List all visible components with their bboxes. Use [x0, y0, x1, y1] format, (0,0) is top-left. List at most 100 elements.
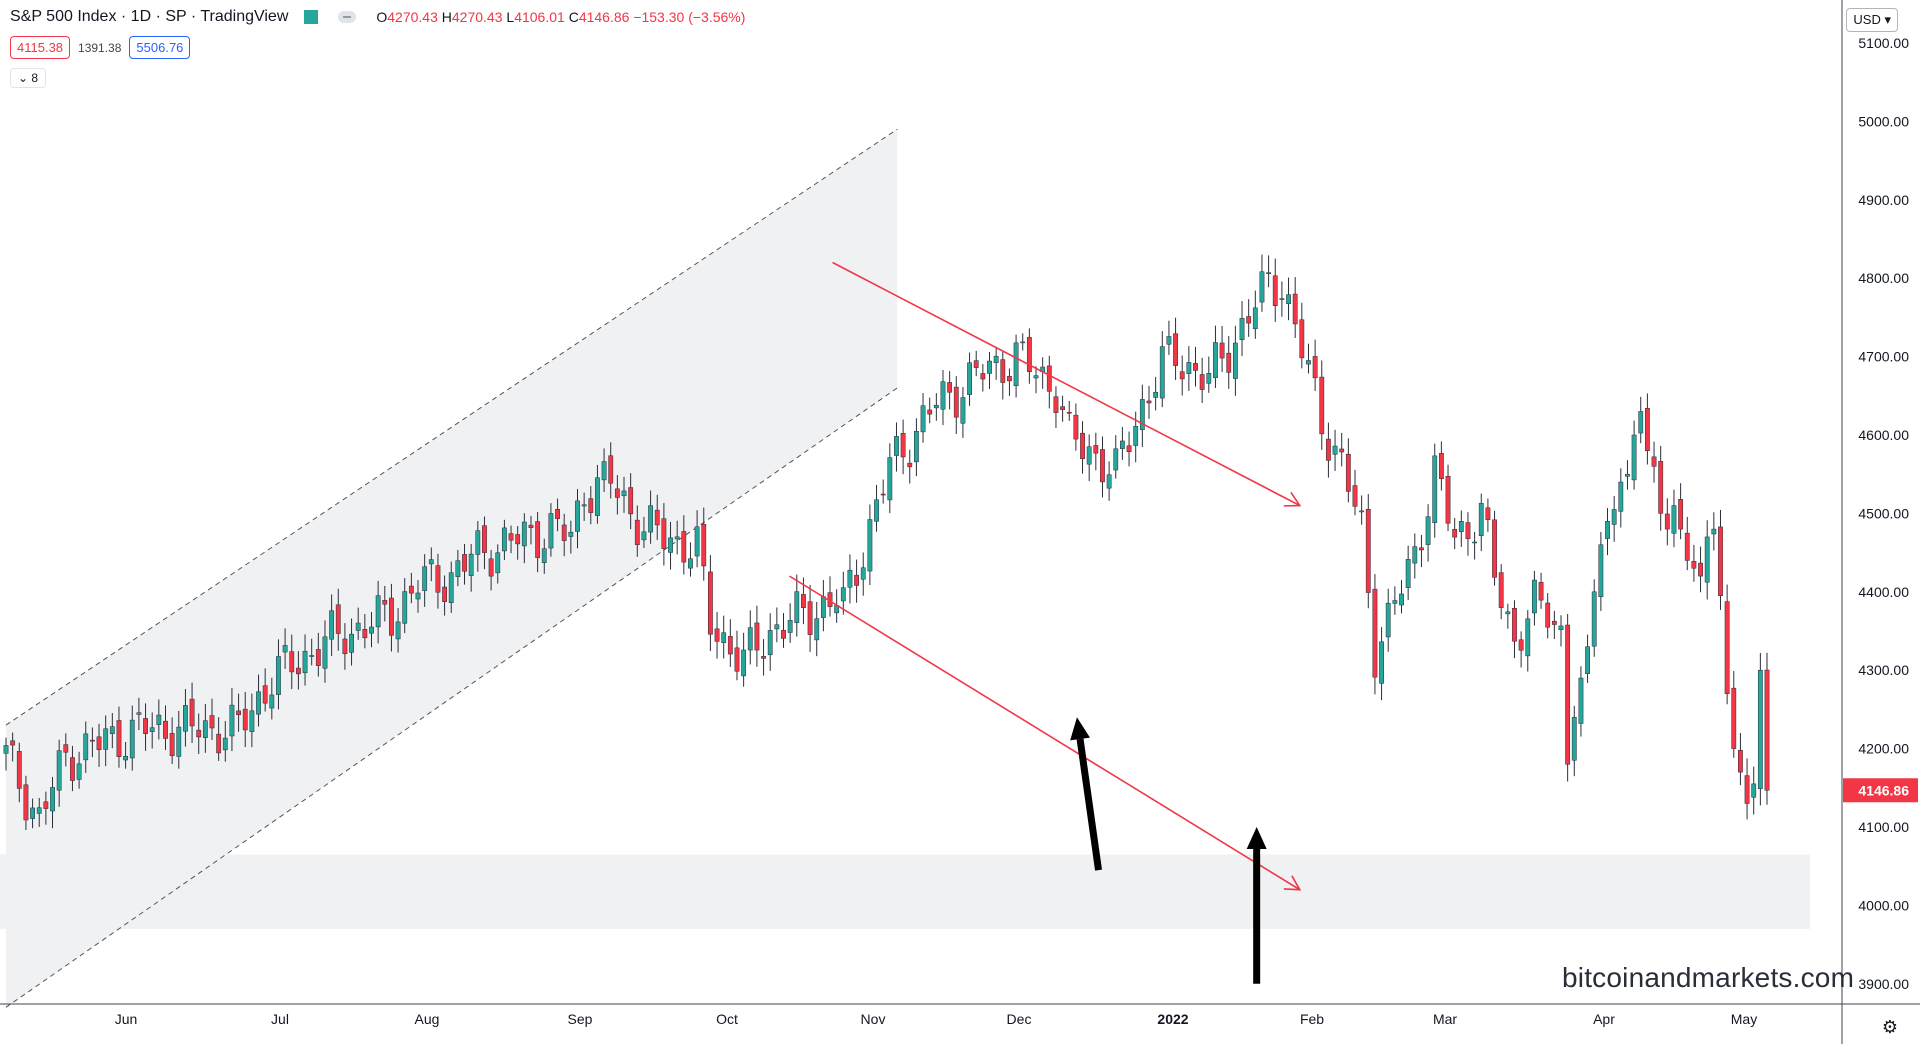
candle-body: [1139, 399, 1145, 431]
candle-body: [847, 569, 853, 588]
candle-body: [1419, 547, 1424, 551]
candle-body: [382, 600, 388, 605]
candle-body: [1678, 499, 1684, 530]
candle-body: [1757, 669, 1763, 789]
y-tick-label: 4400.00: [1858, 584, 1909, 600]
candle-body: [1585, 646, 1590, 674]
candle-body: [1239, 318, 1245, 341]
candle-body: [1252, 307, 1258, 330]
candle-body: [1345, 453, 1351, 492]
ask-price[interactable]: 5506.76: [129, 36, 191, 59]
candle-body: [1153, 391, 1159, 398]
candle-body: [654, 509, 660, 526]
candle-body: [315, 649, 321, 666]
candle-body: [694, 526, 700, 557]
candle-body: [1764, 669, 1770, 791]
candle-body: [648, 505, 653, 533]
y-tick-label: 3900.00: [1858, 976, 1909, 992]
candle-body: [1532, 579, 1537, 614]
y-tick-label: 4300.00: [1858, 662, 1909, 678]
gear-icon[interactable]: ⚙: [1881, 1017, 1898, 1037]
candle-body: [1658, 461, 1664, 514]
eye-icon[interactable]: [338, 11, 357, 23]
candle-body: [1319, 376, 1325, 435]
candle-body: [1698, 562, 1703, 577]
candle-body: [1259, 271, 1265, 303]
candle-body: [10, 740, 16, 746]
candle-body: [1724, 601, 1730, 694]
candle-body: [1458, 521, 1464, 532]
candle-body: [1053, 396, 1059, 413]
chevron-down-icon: ⌄: [18, 71, 29, 85]
candle-body: [1339, 448, 1345, 453]
candle-body: [448, 572, 454, 603]
candle-body: [1186, 362, 1192, 374]
candle-body: [807, 601, 813, 635]
candle-body: [1033, 375, 1039, 379]
candle-body: [1026, 337, 1032, 373]
candle-body: [1326, 438, 1331, 461]
candle-body: [276, 656, 281, 695]
candle-body: [1046, 365, 1052, 392]
candle-body: [335, 604, 341, 634]
currency-button[interactable]: USD ▾: [1846, 8, 1898, 32]
trendline-lower-head: [1283, 875, 1302, 891]
candle-body: [1060, 406, 1066, 410]
candle-body: [295, 667, 301, 675]
candle-body: [116, 720, 122, 757]
candle-body: [1578, 677, 1584, 724]
candle-body: [1512, 608, 1517, 642]
candle-body: [435, 565, 441, 593]
chevron-down-icon: ▾: [1884, 12, 1891, 27]
symbol-title[interactable]: S&P 500 Index · 1D · SP · TradingView: [10, 8, 289, 25]
candle-body: [588, 498, 594, 513]
bid-ask-row: 4115.38 1391.38 5506.76: [10, 36, 191, 59]
candle-body: [1651, 456, 1657, 467]
candle-body: [209, 715, 215, 729]
candle-body: [216, 733, 222, 754]
spread-value: 1391.38: [78, 40, 122, 55]
candle-body: [395, 621, 401, 640]
x-tick-label: Jun: [115, 1011, 138, 1027]
candle-body: [488, 558, 494, 577]
candle-body: [1100, 449, 1105, 483]
candle-body: [1219, 342, 1225, 359]
candle-body: [1571, 716, 1577, 761]
candle-body: [1399, 593, 1404, 606]
candle-body: [1625, 473, 1630, 477]
candle-body: [993, 355, 999, 363]
y-tick-label: 4200.00: [1858, 741, 1909, 757]
candle-body: [123, 755, 129, 761]
candle-body: [1751, 783, 1757, 798]
candle-body: [402, 591, 408, 624]
candle-body: [548, 513, 554, 549]
candle-body: [415, 592, 421, 600]
candle-body: [628, 487, 634, 515]
candle-body: [1638, 411, 1644, 434]
candle-body: [601, 461, 607, 481]
candle-body: [36, 807, 42, 814]
candle-body: [681, 531, 687, 563]
candle-body: [1618, 481, 1624, 512]
candle-body: [1591, 591, 1597, 647]
indicators-collapse-button[interactable]: ⌄ 8: [10, 68, 47, 88]
candle-body: [1704, 536, 1710, 583]
candle-body: [50, 787, 55, 812]
candle-body: [1093, 445, 1099, 454]
candle-body: [575, 500, 580, 532]
candle-body: [256, 691, 261, 715]
candle-body: [1226, 352, 1232, 373]
candle-body: [1505, 611, 1511, 615]
candle-body: [43, 801, 49, 809]
candle-body: [595, 477, 600, 516]
x-tick-label: May: [1731, 1011, 1757, 1027]
candle-body: [1565, 624, 1571, 765]
bid-price[interactable]: 4115.38: [10, 36, 71, 59]
candle-body: [329, 610, 335, 640]
x-tick-label: Sep: [568, 1011, 593, 1027]
candle-body: [149, 727, 155, 732]
candle-body: [1545, 602, 1551, 628]
candle-body: [1020, 341, 1026, 344]
x-tick-label: Dec: [1007, 1011, 1032, 1027]
